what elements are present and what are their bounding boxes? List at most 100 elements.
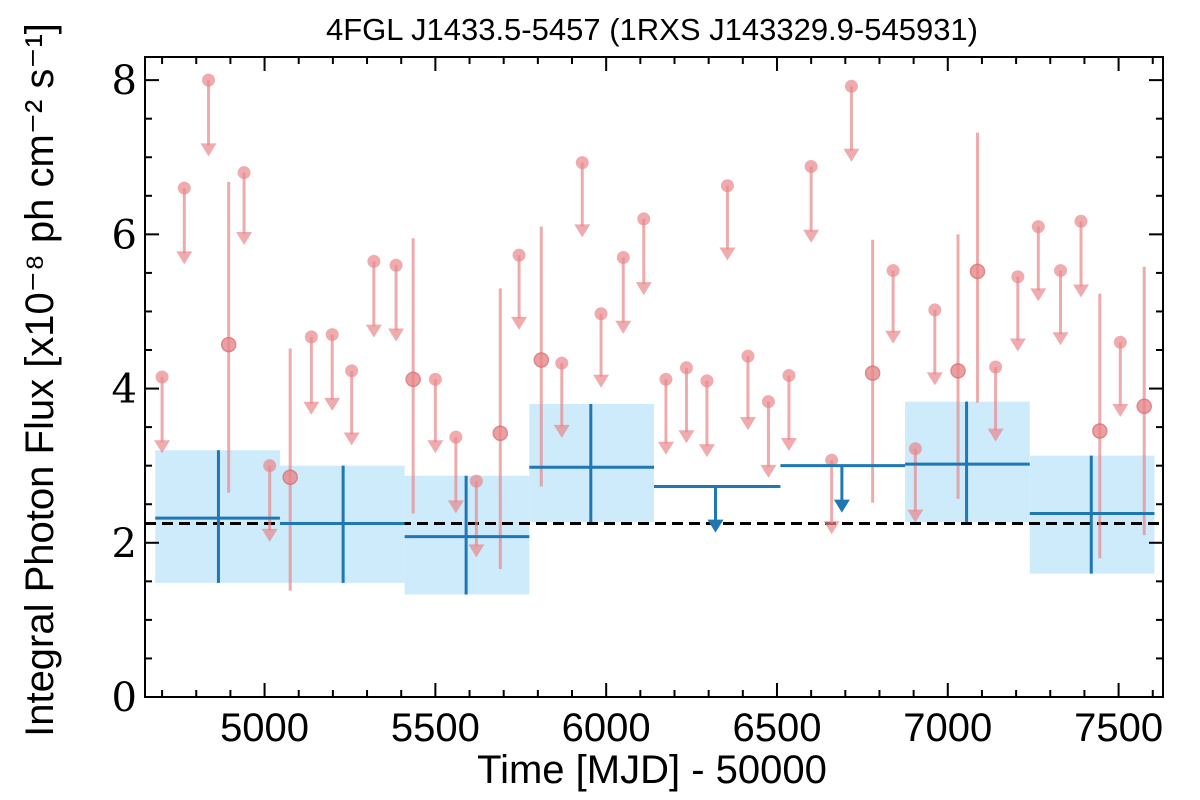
upper-limit-marker <box>700 374 714 388</box>
detection-marker <box>492 425 509 442</box>
upper-limit-arrow <box>511 316 528 330</box>
upper-limit-marker <box>202 73 216 87</box>
axis-ticks <box>145 57 1163 698</box>
upper-limit-arrow <box>803 229 820 243</box>
upper-limit-marker <box>908 442 922 456</box>
upper-limit-arrow <box>760 464 777 478</box>
y-tick-label: 2 <box>112 521 137 567</box>
upper-limit-arrow <box>553 424 570 438</box>
upper-limit-marker <box>1031 220 1045 234</box>
upper-limit-marker <box>304 330 318 344</box>
bin-upper-limit-arrow <box>707 519 724 533</box>
upper-limit-arrow <box>365 324 382 338</box>
upper-limit-arrow <box>176 251 193 265</box>
upper-limit-marker <box>679 361 693 375</box>
detection-marker <box>282 469 298 485</box>
bin-uncertainty-bands <box>155 401 1155 595</box>
detection-marker <box>533 352 550 368</box>
detection-marker <box>405 371 421 388</box>
upper-limit-marker <box>782 368 796 382</box>
x-tick-label: 6500 <box>732 706 821 750</box>
upper-limit-arrow <box>1030 288 1047 302</box>
x-tick-label: 7000 <box>903 706 992 750</box>
upper-limit-marker <box>659 372 673 386</box>
upper-limit-arrow <box>343 432 360 446</box>
upper-limit-arrow <box>843 148 860 162</box>
upper-limit-arrow <box>1009 338 1026 352</box>
upper-limit-marker <box>594 307 608 321</box>
upper-limit-arrow <box>615 320 632 334</box>
upper-limit-marker <box>155 370 169 384</box>
upper-limit-arrow <box>635 282 652 296</box>
axis-tick-labels: 5000 5500 6000 6500 7000 7500 0 2 4 6 8 <box>112 58 1164 750</box>
x-tick-label: 7500 <box>1074 706 1163 750</box>
upper-limit-marker <box>555 356 569 370</box>
upper-limit-marker <box>989 360 1003 374</box>
upper-limit-marker <box>886 264 900 278</box>
upper-limit-arrow <box>427 440 444 454</box>
upper-limit-arrow <box>303 401 320 415</box>
plot-frame <box>144 56 1164 698</box>
upper-limit-marker <box>367 254 381 268</box>
upper-limit-arrow <box>593 374 610 388</box>
upper-limit-marker <box>263 459 277 473</box>
detection-marker <box>969 263 986 280</box>
detection-marker <box>950 363 966 379</box>
upper-limit-marker <box>844 79 858 93</box>
bin-upper-limit-arrow <box>833 499 850 513</box>
upper-limit-marker <box>512 248 526 262</box>
upper-limit-marker <box>449 430 463 444</box>
y-tick-label: 8 <box>112 58 137 104</box>
long-timescale-bins <box>155 401 1155 595</box>
upper-limit-arrow <box>1112 404 1129 418</box>
upper-limit-arrow <box>388 328 405 342</box>
detection-marker <box>1136 398 1152 415</box>
upper-limit-arrow <box>657 441 674 455</box>
upper-limit-marker <box>325 328 339 342</box>
x-axis-label: Time [MJD] - 50000 <box>477 748 827 792</box>
y-tick-label: 0 <box>112 675 137 721</box>
upper-limit-arrow <box>987 428 1004 442</box>
upper-limit-arrow <box>1073 284 1090 298</box>
upper-limit-arrow <box>823 521 840 535</box>
upper-limit-marker <box>345 364 359 378</box>
upper-limit-marker <box>177 181 191 195</box>
upper-limit-arrow <box>1052 332 1069 346</box>
upper-limit-arrow <box>236 232 253 246</box>
upper-limit-arrow <box>885 330 902 344</box>
x-tick-label: 5500 <box>391 706 480 750</box>
upper-limit-marker <box>389 258 403 272</box>
upper-limit-arrow <box>907 509 924 523</box>
upper-limit-marker <box>720 179 734 193</box>
upper-limit-marker <box>1011 270 1025 284</box>
upper-limit-marker <box>469 474 483 488</box>
upper-limit-arrow <box>447 500 464 514</box>
upper-limit-marker <box>761 395 775 409</box>
chart-title: 4FGL J1433.5-5457 (1RXS J143329.9-545931… <box>326 12 978 47</box>
upper-limit-marker <box>428 372 442 386</box>
detection-marker <box>220 336 237 353</box>
upper-limit-arrow <box>200 143 217 157</box>
upper-limit-marker <box>804 159 818 173</box>
upper-limit-marker <box>237 166 251 180</box>
upper-limit-marker <box>825 453 839 467</box>
detection-marker <box>1092 423 1108 439</box>
upper-limit-arrow <box>574 224 591 238</box>
axes-frame <box>144 56 1164 698</box>
upper-limit-arrow <box>719 247 736 261</box>
upper-limit-arrow <box>324 397 341 411</box>
upper-limit-marker <box>1113 335 1127 349</box>
upper-limit-marker <box>637 212 651 226</box>
upper-limit-marker <box>1074 214 1088 228</box>
upper-limit-arrow <box>739 417 756 431</box>
detection-marker <box>864 365 881 381</box>
y-axis-label: Integral Photon Flux [x10⁻⁸ ph cm⁻² s⁻¹] <box>18 23 62 737</box>
short-timescale-points <box>154 73 1152 591</box>
upper-limit-arrow <box>698 444 715 458</box>
upper-limit-arrow <box>154 440 171 454</box>
y-tick-label: 4 <box>112 367 137 413</box>
upper-limit-marker <box>928 303 942 317</box>
x-tick-label: 6000 <box>562 706 651 750</box>
upper-limit-marker <box>575 156 589 170</box>
